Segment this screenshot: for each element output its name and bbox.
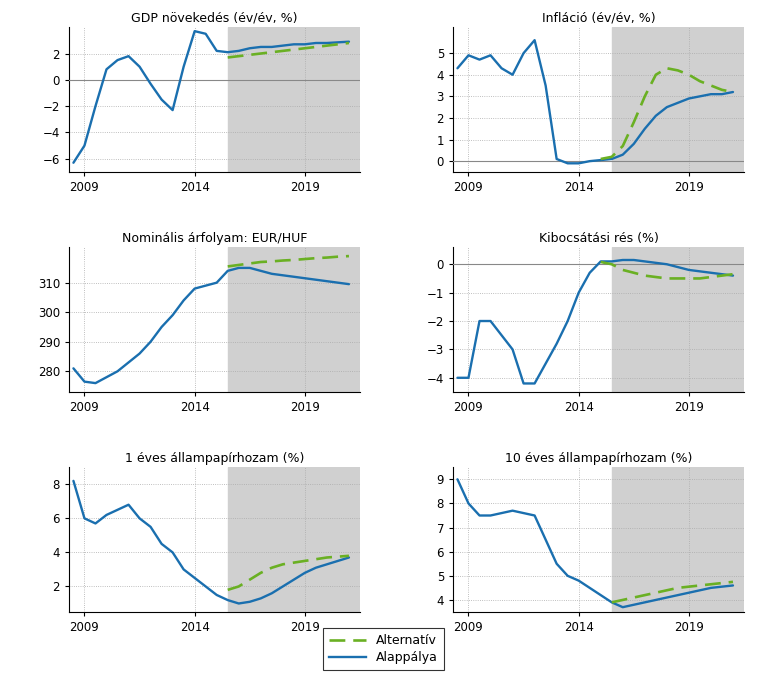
Title: Nominális árfolyam: EUR/HUF: Nominális árfolyam: EUR/HUF: [122, 232, 307, 245]
Legend: Alternatív, Alappálya: Alternatív, Alappálya: [323, 628, 444, 670]
Title: 10 éves állampapírhozam (%): 10 éves állampapírhozam (%): [505, 452, 692, 464]
Title: Kibocsátási rés (%): Kibocsátási rés (%): [538, 232, 658, 245]
Title: Infláció (év/év, %): Infláció (év/év, %): [542, 12, 655, 24]
Bar: [612, 27, 744, 172]
Bar: [612, 248, 744, 392]
Bar: [612, 467, 744, 612]
Bar: [228, 467, 360, 612]
Bar: [228, 27, 360, 172]
Bar: [228, 248, 360, 392]
Title: 1 éves állampapírhozam (%): 1 éves állampapírhozam (%): [125, 452, 304, 464]
Title: GDP növekedés (év/év, %): GDP növekedés (év/év, %): [131, 12, 298, 24]
